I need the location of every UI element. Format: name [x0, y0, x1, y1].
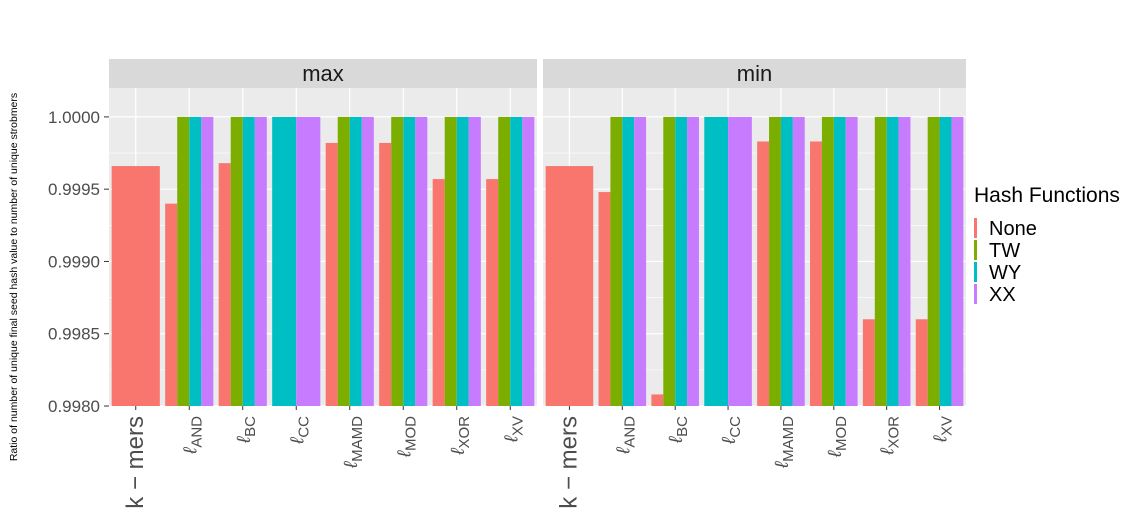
legend-label: XX: [989, 284, 1016, 306]
bar-wy: [456, 116, 469, 406]
bar-none: [598, 192, 611, 406]
facet-strip: [109, 59, 537, 88]
bar-none: [915, 319, 928, 406]
x-tick-label: ℓBC: [666, 416, 691, 444]
bar-wy: [349, 116, 362, 406]
bar-none: [651, 394, 664, 406]
bar-xx: [634, 116, 647, 406]
x-tick-label: ℓXV: [931, 416, 956, 443]
x-tick-label: ℓBC: [234, 416, 259, 444]
bar-wy: [780, 116, 793, 406]
bar-xx: [415, 116, 428, 406]
x-tick-label: ℓXOR: [878, 416, 903, 456]
bar-tw: [337, 116, 350, 406]
bar-none: [757, 141, 770, 406]
bar-xx: [522, 116, 535, 406]
bar-tw: [498, 116, 511, 406]
x-tick-label: ℓCC: [719, 416, 744, 445]
facet-panel-max: max k − mers ℓAND ℓBC ℓCC ℓMAMD ℓMOD ℓXOR ℓXV: [109, 59, 537, 509]
bar-tw: [391, 116, 404, 406]
bar-xx: [792, 116, 805, 406]
bar-none: [218, 163, 231, 406]
bar-none: [486, 179, 499, 406]
legend-label: WY: [989, 262, 1021, 284]
bar-xx: [296, 116, 321, 406]
bar-none: [810, 141, 822, 406]
bar-tw: [874, 116, 887, 406]
y-tick-label: 0.9990: [48, 252, 100, 271]
x-tick-label: ℓXV: [501, 416, 526, 443]
y-tick-label: 0.9980: [48, 397, 100, 416]
bar-tw: [663, 116, 676, 406]
bar-tw: [230, 116, 243, 406]
y-tick-label: 0.9985: [48, 325, 100, 344]
y-tick-label: 1.0000: [48, 108, 100, 127]
legend-swatch-none: [974, 218, 977, 238]
bar-tw: [769, 116, 781, 406]
x-tick-label: ℓMAMD: [341, 416, 366, 469]
x-tick-label: k − mers: [555, 416, 582, 509]
bar-wy: [403, 116, 416, 406]
bar-wy: [510, 116, 523, 406]
bar-wy: [886, 116, 899, 406]
legend-title: Hash Functions: [974, 184, 1120, 207]
x-tick-label: ℓXOR: [448, 416, 473, 456]
bar-xx: [728, 116, 752, 406]
facet-strip: [543, 59, 966, 88]
bar-xx: [254, 116, 267, 406]
x-tick-label: ℓMOD: [394, 416, 419, 458]
bar-wy: [675, 116, 688, 406]
bar-wy: [622, 116, 635, 406]
bar-xx: [951, 116, 964, 406]
bar-none: [432, 179, 445, 406]
x-tick-label: ℓMAMD: [772, 416, 797, 469]
bar-tw: [927, 116, 940, 406]
x-tick-label: k − mers: [122, 416, 149, 509]
bar-wy: [242, 116, 255, 406]
bar-wy: [704, 116, 729, 406]
bar-wy: [939, 116, 952, 406]
legend-swatch-tw: [974, 240, 977, 260]
bar-wy: [833, 116, 846, 406]
bar-xx: [898, 116, 911, 406]
x-tick-label: ℓMOD: [825, 416, 850, 458]
bar-tw: [610, 116, 623, 406]
bar-xx: [201, 116, 214, 406]
bar-none: [379, 142, 392, 406]
legend-swatch-xx: [974, 284, 977, 304]
bar-none: [545, 166, 594, 406]
x-tick-label: ℓAND: [180, 416, 205, 455]
bar-none: [111, 166, 160, 406]
bar-tw: [821, 116, 834, 406]
x-tick-label: ℓAND: [613, 416, 638, 455]
bar-xx: [468, 116, 481, 406]
facet-panel-min: min k − mers ℓAND ℓBC ℓCC ℓMAMD ℓMOD ℓXOR ℓXV: [543, 59, 966, 509]
bar-xx: [845, 116, 858, 406]
bar-tw: [444, 116, 457, 406]
y-tick-label: 0.9995: [48, 180, 100, 199]
bar-xx: [687, 116, 699, 406]
legend-label: TW: [989, 240, 1020, 262]
bar-wy: [272, 116, 297, 406]
bar-none: [325, 142, 338, 406]
legend-label: None: [989, 218, 1037, 240]
bar-wy: [189, 116, 202, 406]
y-axis-label: Ratio of number of unique final seed has…: [8, 93, 20, 461]
facet-title: min: [737, 61, 772, 86]
legend-swatch-wy: [974, 262, 977, 282]
facet-title: max: [302, 61, 344, 86]
bar-none: [862, 319, 875, 406]
bar-none: [165, 203, 178, 406]
bar-xx: [361, 116, 374, 406]
bar-tw: [177, 116, 190, 406]
x-tick-label: ℓCC: [287, 416, 312, 445]
